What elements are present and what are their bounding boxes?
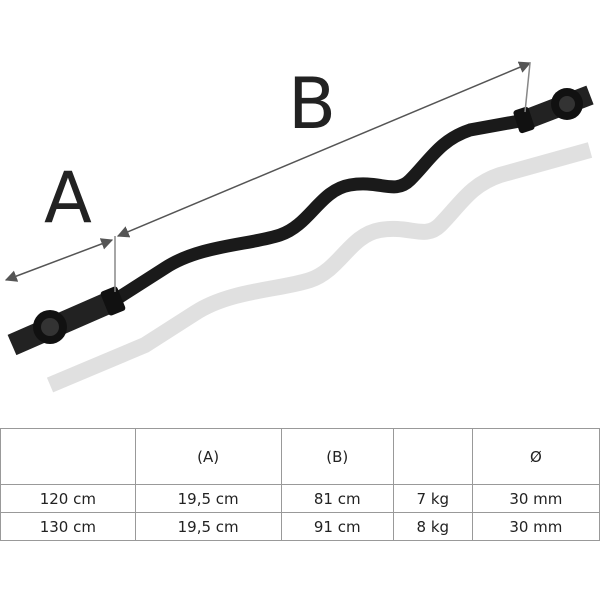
label-b: B [288, 63, 336, 145]
table-cell [392, 428, 473, 485]
table-cell: 30 mm [471, 484, 600, 513]
header-row: (A) (B) Ø [0, 428, 600, 485]
table-cell: 91 cm [280, 512, 394, 541]
table-cell [0, 428, 136, 485]
table-cell: 19,5 cm [134, 512, 282, 541]
product-image: A B [4, 61, 594, 393]
dimensions [4, 61, 532, 292]
table-cell: 130 cm [0, 512, 136, 541]
table-cell: 7 kg [392, 484, 473, 513]
label-a: A [44, 157, 92, 239]
table-row: 130 cm 19,5 cm 91 cm 8 kg 30 mm [0, 512, 600, 541]
table-cell: (B) [280, 428, 394, 485]
table-cell: 8 kg [392, 512, 473, 541]
table-cell: 81 cm [280, 484, 394, 513]
table-cell: (A) [134, 428, 282, 485]
spec-table: (A) (B) Ø 120 cm 19,5 cm 81 cm 7 kg 30 mm 130 cm… [0, 428, 600, 541]
reflection [46, 142, 593, 393]
table-row: 120 cm 19,5 cm 81 cm 7 kg 30 mm [0, 484, 600, 513]
table-cell: 30 mm [471, 512, 600, 541]
table-cell: Ø [471, 428, 600, 485]
table-cell: 120 cm [0, 484, 136, 513]
table-cell: 19,5 cm [134, 484, 282, 513]
